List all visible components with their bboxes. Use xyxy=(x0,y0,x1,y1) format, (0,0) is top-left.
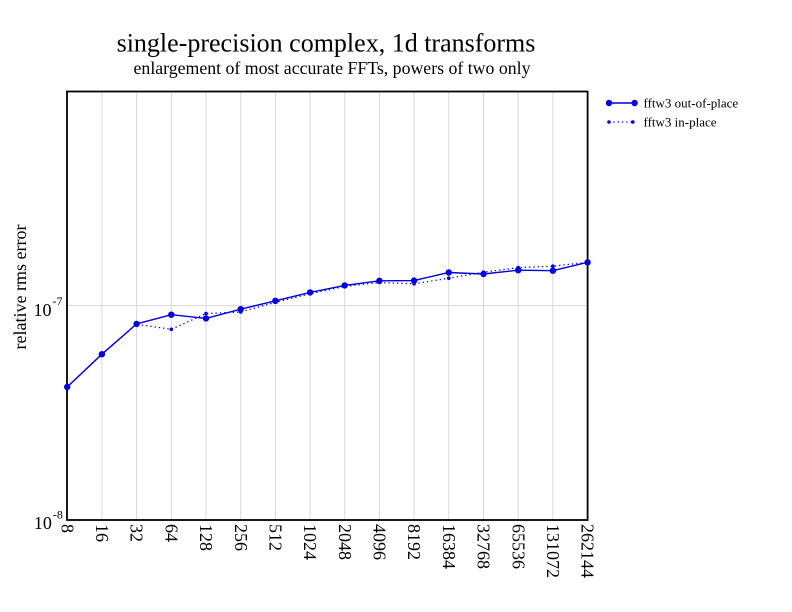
svg-text:10: 10 xyxy=(34,513,52,533)
svg-text:128: 128 xyxy=(196,524,216,551)
svg-text:4096: 4096 xyxy=(370,524,390,560)
svg-text:single-precision complex, 1d t: single-precision complex, 1d transforms xyxy=(117,29,536,58)
svg-text:131072: 131072 xyxy=(543,524,563,578)
svg-text:65536: 65536 xyxy=(508,524,528,569)
svg-text:16: 16 xyxy=(92,524,112,542)
svg-text:fftw3 in-place: fftw3 in-place xyxy=(644,114,717,129)
svg-text:relative rms error: relative rms error xyxy=(10,225,30,350)
svg-text:256: 256 xyxy=(231,524,251,551)
svg-text:2048: 2048 xyxy=(335,524,355,560)
svg-text:16384: 16384 xyxy=(439,524,459,569)
svg-text:8: 8 xyxy=(57,524,77,533)
svg-text:262144: 262144 xyxy=(578,524,598,578)
svg-text:-8: -8 xyxy=(53,508,63,522)
svg-text:fftw3 out-of-place: fftw3 out-of-place xyxy=(644,95,739,110)
svg-text:64: 64 xyxy=(161,524,181,542)
svg-text:8192: 8192 xyxy=(404,524,424,560)
svg-text:512: 512 xyxy=(266,524,286,551)
svg-text:-7: -7 xyxy=(53,294,63,308)
svg-text:1024: 1024 xyxy=(300,524,320,560)
svg-text:32: 32 xyxy=(127,524,147,542)
svg-text:enlargement of most accurate F: enlargement of most accurate FFTs, power… xyxy=(134,58,531,78)
svg-text:10: 10 xyxy=(34,300,52,320)
svg-text:32768: 32768 xyxy=(474,524,494,569)
